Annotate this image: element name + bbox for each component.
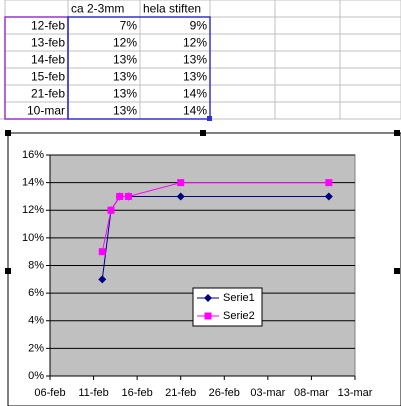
- selection-handle: [207, 116, 212, 121]
- cell-text: 13%: [113, 53, 137, 67]
- cell-text: 9%: [190, 19, 208, 33]
- x-tick-label: 11-feb: [78, 387, 108, 399]
- x-tick-label: 26-feb: [209, 387, 240, 399]
- cell: [339, 16, 401, 35]
- legend: Serie1 Serie2: [192, 287, 263, 327]
- handle: [394, 268, 400, 274]
- cell: [4, 0, 69, 18]
- y-tick-label: 0%: [28, 370, 44, 382]
- cell-text: 14%: [183, 87, 207, 101]
- handle: [5, 268, 11, 274]
- y-tick-label: 14%: [22, 177, 44, 189]
- y-tick-label: 6%: [28, 287, 44, 299]
- cell-text: 7%: [120, 19, 138, 33]
- cell: [339, 50, 401, 69]
- cell: [339, 101, 401, 120]
- spreadsheet: ca 2-3mm hela stiften 12-feb 7% 9% 13-feb 12% 1…: [0, 0, 401, 121]
- cell-text: 13%: [183, 70, 207, 84]
- cell: [209, 33, 276, 52]
- cell: [274, 101, 341, 120]
- handle: [5, 130, 11, 136]
- series-line: [101, 182, 329, 252]
- selection: [67, 16, 211, 120]
- marker: [176, 192, 185, 201]
- cell: [274, 16, 341, 35]
- cell: [339, 67, 401, 86]
- marker: [325, 179, 333, 187]
- marker: [177, 179, 185, 187]
- y-tick-label: 16%: [22, 149, 44, 161]
- x-tick-label: 16-feb: [122, 387, 153, 399]
- marker: [204, 294, 212, 302]
- marker: [116, 192, 124, 200]
- cell-text: 15-feb: [31, 70, 65, 84]
- column-header: ca 2-3mm: [71, 2, 124, 16]
- marker: [204, 312, 212, 320]
- y-tick-label: 10%: [22, 232, 44, 244]
- marker: [107, 206, 115, 214]
- chart: 0% 2% 4% 6% 8% 10% 12% 14% 16% 06-feb 11-feb 16-feb…: [5, 130, 401, 406]
- y-tick-label: 12%: [22, 204, 44, 216]
- cell: [209, 84, 276, 103]
- cell-text: 13%: [113, 104, 137, 118]
- cell: [209, 101, 276, 120]
- x-tick-label: 06-feb: [34, 387, 65, 399]
- cell: [339, 0, 401, 18]
- cell: [209, 16, 276, 35]
- cell: [339, 84, 401, 103]
- cell-text: 12%: [183, 36, 207, 50]
- cell-text: 13-feb: [31, 36, 65, 50]
- marker: [324, 192, 333, 201]
- cell-text: 13%: [113, 70, 137, 84]
- cell: [274, 0, 341, 18]
- cell-text: 13%: [183, 53, 207, 67]
- cell: [209, 0, 276, 18]
- x-tick-label: 21-feb: [165, 387, 196, 399]
- x-tick-label: 13-mar: [338, 387, 373, 399]
- cell: [274, 50, 341, 69]
- cell: [274, 84, 341, 103]
- handle: [200, 130, 206, 136]
- cell: [274, 67, 341, 86]
- cell-text: 14%: [183, 104, 207, 118]
- cell: [274, 33, 341, 52]
- y-tick-label: 2%: [28, 342, 44, 354]
- cell-text: 12%: [113, 36, 137, 50]
- marker: [98, 248, 106, 256]
- column-header: hela stiften: [143, 2, 201, 16]
- y-tick-label: 8%: [28, 259, 44, 271]
- cell: [209, 50, 276, 69]
- cell-text: 12-feb: [31, 19, 65, 33]
- handle: [394, 130, 400, 136]
- x-tick-label: 08-mar: [294, 387, 329, 399]
- cell-text: 13%: [113, 87, 137, 101]
- cell-text: 10-mar: [27, 104, 65, 118]
- cell: [339, 33, 401, 52]
- legend-label: Serie1: [223, 292, 255, 304]
- cell-text: 21-feb: [31, 87, 65, 101]
- y-tick-label: 4%: [28, 315, 44, 327]
- cell-text: 14-feb: [31, 53, 65, 67]
- legend-box: [192, 287, 263, 327]
- marker: [124, 192, 132, 200]
- marker: [98, 275, 107, 284]
- legend-label: Serie2: [223, 310, 255, 322]
- cell: [209, 67, 276, 86]
- x-tick-label: 03-mar: [250, 387, 285, 399]
